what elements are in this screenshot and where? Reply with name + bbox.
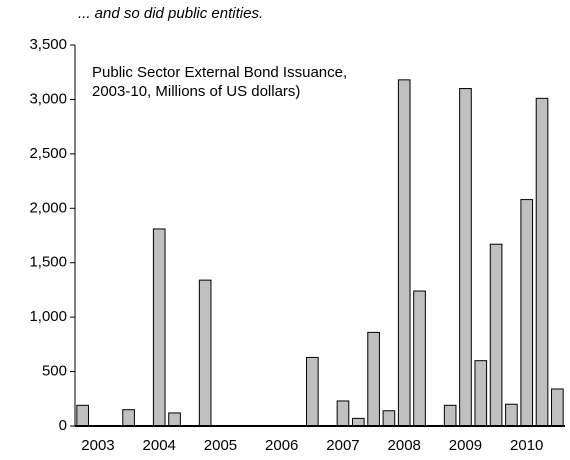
y-tick-label: 500 xyxy=(42,363,67,380)
bar xyxy=(474,360,488,427)
x-tick-label: 2007 xyxy=(326,437,359,454)
bar xyxy=(76,404,89,427)
x-tick-label: 2005 xyxy=(204,437,237,454)
x-tick-label: 2004 xyxy=(143,437,176,454)
bar xyxy=(122,409,135,427)
x-tick-label: 2006 xyxy=(265,437,298,454)
y-tick-label: 1,000 xyxy=(29,308,67,325)
x-tick-label: 2009 xyxy=(449,437,482,454)
bar xyxy=(505,403,518,427)
y-tick-label: 0 xyxy=(59,417,67,434)
x-tick-label: 2008 xyxy=(388,437,421,454)
y-tick-label: 3,500 xyxy=(29,36,67,53)
x-tick-label: 2010 xyxy=(510,437,543,454)
bar xyxy=(351,417,365,427)
annotation: Public Sector External Bond Issuance, xyxy=(92,64,347,81)
annotation: 2003-10, Millions of US dollars) xyxy=(92,83,300,100)
bar xyxy=(535,97,549,427)
bar xyxy=(443,404,457,427)
bar xyxy=(306,356,319,427)
bar xyxy=(367,331,380,427)
bar xyxy=(198,279,212,427)
x-tick-label: 2003 xyxy=(81,437,114,454)
bar xyxy=(413,290,426,427)
bar xyxy=(336,400,350,427)
bar xyxy=(489,243,503,427)
y-tick-label: 2,000 xyxy=(29,199,67,216)
bar xyxy=(397,79,411,427)
bar xyxy=(382,410,396,427)
bar xyxy=(551,388,564,427)
bar xyxy=(520,199,534,427)
chart-title: ... and so did public entities. xyxy=(78,5,263,22)
y-tick-label: 1,500 xyxy=(29,254,67,271)
bar xyxy=(152,228,166,427)
bar xyxy=(459,88,472,427)
y-tick-label: 2,500 xyxy=(29,145,67,162)
bar xyxy=(168,412,181,427)
y-tick-label: 3,000 xyxy=(29,90,67,107)
